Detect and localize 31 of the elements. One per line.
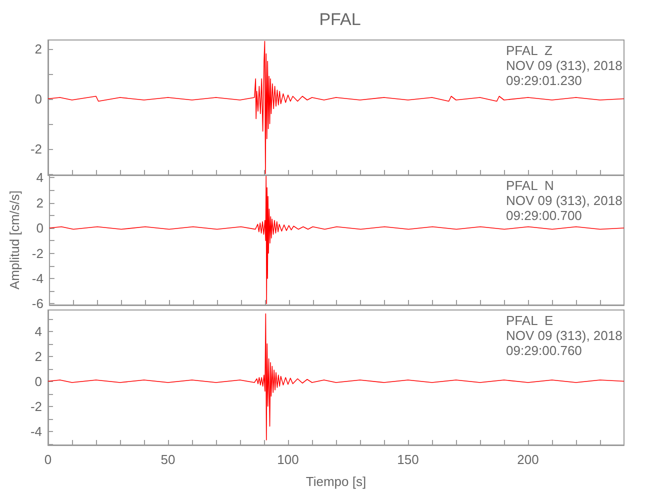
annotation: 09:29:00.700 (506, 208, 582, 223)
y-tick-label: 4 (34, 324, 42, 339)
x-axis-title: Tiempo [s] (306, 474, 366, 489)
annotation: PFAL Z (506, 43, 553, 58)
x-tick-label: 150 (397, 452, 419, 467)
y-tick-label: -4 (32, 270, 44, 286)
annotation: NOV 09 (313), 2018 (506, 193, 622, 208)
y-tick-label: 0 (34, 374, 42, 389)
y-tick-label: 2 (34, 41, 42, 56)
line-series (48, 313, 624, 440)
y-axis-title: Amplitud [cm/s/s] (7, 190, 22, 290)
y-tick-label: -2 (30, 141, 42, 156)
annotation: 09:29:01.230 (506, 73, 582, 88)
x-tick-label: 50 (160, 452, 176, 467)
y-tick-label: 4 (36, 170, 44, 186)
y-tick-label: -6 (32, 296, 44, 312)
annotation: NOV 09 (313), 2018 (506, 58, 622, 73)
chart-title: PFAL (319, 10, 361, 29)
annotation: 09:29:00.760 (506, 343, 582, 358)
annotation: PFAL N (506, 178, 554, 193)
x-tick-label: 100 (277, 452, 299, 467)
annotation: PFAL E (506, 313, 554, 328)
y-tick-label: -4 (30, 424, 42, 439)
x-tick-label: 200 (517, 452, 539, 467)
y-tick-label: 0 (36, 220, 44, 236)
y-tick-label: 2 (36, 195, 44, 210)
y-tick-label: -2 (32, 246, 44, 261)
y-tick-label: -2 (30, 398, 42, 414)
annotation: NOV 09 (313), 2018 (506, 328, 622, 343)
y-tick-label: 0 (34, 91, 42, 106)
y-tick-label: 2 (34, 348, 42, 364)
